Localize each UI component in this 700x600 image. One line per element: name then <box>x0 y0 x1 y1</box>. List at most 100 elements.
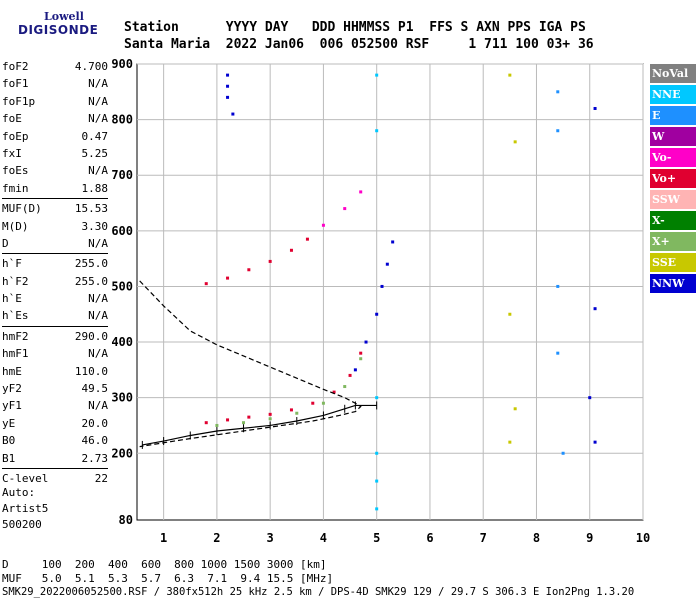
param-key: h`F <box>2 257 22 271</box>
param-key: foF1p <box>2 94 36 108</box>
echo-point <box>343 385 347 389</box>
y-tick-label: 80 <box>119 513 133 527</box>
legend-entry-noval: NoVal <box>650 64 696 83</box>
header-values: Santa Maria 2022 Jan06 006 052500 RSF 1 … <box>124 37 594 52</box>
echo-point <box>226 418 230 422</box>
echo-point <box>364 340 368 344</box>
param-key: yF1 <box>2 399 22 413</box>
echo-point <box>556 129 560 133</box>
x-tick-label: 3 <box>267 531 274 545</box>
auto-code: 500200 <box>2 518 42 531</box>
y-tick-label: 900 <box>111 57 133 71</box>
echo-point <box>268 417 272 421</box>
echo-point <box>359 190 363 194</box>
legend-entry-nnw: NNW <box>650 274 696 293</box>
param-value: 46.0 <box>81 434 109 448</box>
param-row: B0 46.0 <box>2 432 108 449</box>
echo-point <box>508 440 512 444</box>
digisonde-logo: Lowell DIGISONDE <box>4 6 114 46</box>
echo-point <box>204 282 208 286</box>
echo-point <box>375 507 379 511</box>
param-key: MUF(D) <box>2 202 42 216</box>
param-row: h`Es N/A <box>2 307 108 324</box>
legend-entry-x: X- <box>650 211 696 230</box>
echo-point <box>311 401 315 405</box>
param-key: h`E <box>2 292 22 306</box>
echo-point <box>226 73 230 77</box>
param-row: foEs N/A <box>2 162 108 179</box>
echo-point <box>247 415 251 419</box>
echo-point <box>226 95 230 99</box>
param-key: hmE <box>2 364 22 378</box>
legend-entry-vo: Vo- <box>650 148 696 167</box>
param-row: h`E N/A <box>2 290 108 307</box>
param-value: 15.53 <box>74 202 108 216</box>
param-key: foF1 <box>2 77 29 91</box>
legend-entry-vo: Vo+ <box>650 169 696 188</box>
echo-point <box>375 129 379 133</box>
echo-point <box>343 207 347 211</box>
param-key: fxI <box>2 146 22 160</box>
param-row: h`F2 255.0 <box>2 273 108 290</box>
param-row: yE 20.0 <box>2 415 108 432</box>
echo-point <box>556 90 560 94</box>
param-key: hmF1 <box>2 347 29 361</box>
param-value: 290.0 <box>74 329 108 343</box>
y-tick-label: 400 <box>111 335 133 349</box>
legend-entry-sse: SSE <box>650 253 696 272</box>
param-row: hmF2 290.0 <box>2 328 108 345</box>
param-key: D <box>2 236 9 250</box>
param-key: h`Es <box>2 309 29 323</box>
param-row: h`F 255.0 <box>2 255 108 272</box>
param-key: M(D) <box>2 219 29 233</box>
footer-file-info: SMK29_2022006052500.RSF / 380fx512h 25 k… <box>2 586 635 598</box>
param-key: foEp <box>2 129 29 143</box>
param-row: hmF1 N/A <box>2 345 108 362</box>
x-tick-label: 7 <box>480 531 487 545</box>
param-row: foF2 4.700 <box>2 58 108 75</box>
x-tick-label: 2 <box>213 531 220 545</box>
legend-entry-nne: NNE <box>650 85 696 104</box>
param-key: B0 <box>2 434 16 448</box>
logo-digisonde: DIGISONDE <box>18 23 99 37</box>
ionogram-chart: 1 2 3 4 5 6 7 8 9 10 200 300 400 500 600 700 800 900 80 <box>111 57 650 545</box>
param-row: MUF(D) 15.53 <box>2 200 108 217</box>
echo-point <box>353 368 357 372</box>
param-value: N/A <box>88 347 108 361</box>
x-tick-label: 9 <box>586 531 593 545</box>
x-tick-label: 4 <box>320 531 327 545</box>
param-value: 4.700 <box>74 60 108 73</box>
echo-point <box>295 411 299 415</box>
param-row: B1 2.73 <box>2 450 108 467</box>
y-tick-label: 200 <box>111 446 133 460</box>
param-key: C-level <box>2 471 49 485</box>
echo-point <box>513 140 517 144</box>
param-key: foEs <box>2 164 29 178</box>
echo-point <box>247 268 251 272</box>
echo-point <box>375 479 379 483</box>
param-value: 20.0 <box>81 416 109 430</box>
param-row: hmE 110.0 <box>2 363 108 380</box>
x-tick-label: 1 <box>160 531 167 545</box>
param-row: foE N/A <box>2 110 108 127</box>
x-tick-label: 5 <box>373 531 380 545</box>
electron-density-profile <box>139 280 362 448</box>
echo-point <box>391 240 395 244</box>
y-tick-label: 600 <box>111 224 133 238</box>
x-tick-label: 8 <box>533 531 540 545</box>
param-row: fmin 1.88 <box>2 180 108 197</box>
legend-entry-e: E <box>650 106 696 125</box>
param-key: hmF2 <box>2 329 29 343</box>
echo-point <box>226 276 230 280</box>
echo-point <box>556 284 560 288</box>
echo-point <box>508 73 512 77</box>
param-value: 49.5 <box>81 382 109 396</box>
echo-point <box>289 408 293 412</box>
param-key: yF2 <box>2 382 22 396</box>
param-value: N/A <box>88 236 108 250</box>
echo-point <box>593 440 597 444</box>
param-value: N/A <box>88 77 108 91</box>
param-key: B1 <box>2 451 16 465</box>
param-value: 255.0 <box>74 257 108 271</box>
param-separator <box>2 198 108 200</box>
